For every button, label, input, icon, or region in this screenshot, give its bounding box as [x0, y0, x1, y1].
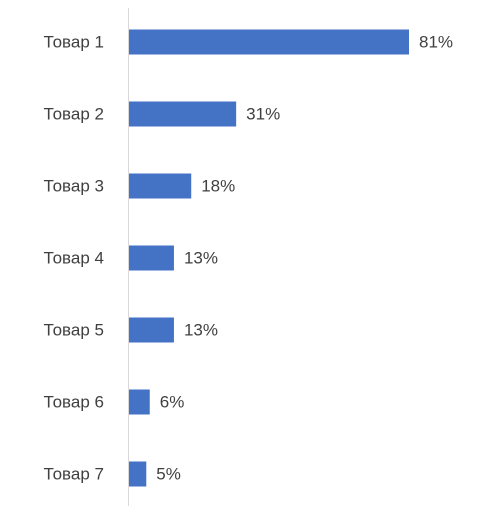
data-label: 13%	[184, 248, 218, 267]
y-tick-label: Товар 7	[44, 464, 104, 483]
bar	[129, 245, 174, 271]
data-label: 18%	[201, 176, 235, 195]
data-label: 31%	[246, 104, 280, 123]
bar	[129, 101, 237, 127]
bar	[129, 461, 147, 487]
y-tick-label: Товар 4	[44, 248, 104, 267]
bar	[129, 173, 192, 199]
data-label: 5%	[156, 464, 181, 483]
bar	[129, 29, 410, 55]
y-tick-label: Товар 3	[44, 176, 104, 195]
data-label: 81%	[419, 32, 453, 51]
bar	[129, 389, 150, 415]
data-label: 6%	[160, 392, 185, 411]
y-tick-label: Товар 5	[44, 320, 104, 339]
y-tick-label: Товар 1	[44, 32, 104, 51]
y-tick-label: Товар 2	[44, 104, 104, 123]
bar	[129, 317, 174, 343]
data-label: 13%	[184, 320, 218, 339]
y-tick-label: Товар 6	[44, 392, 104, 411]
